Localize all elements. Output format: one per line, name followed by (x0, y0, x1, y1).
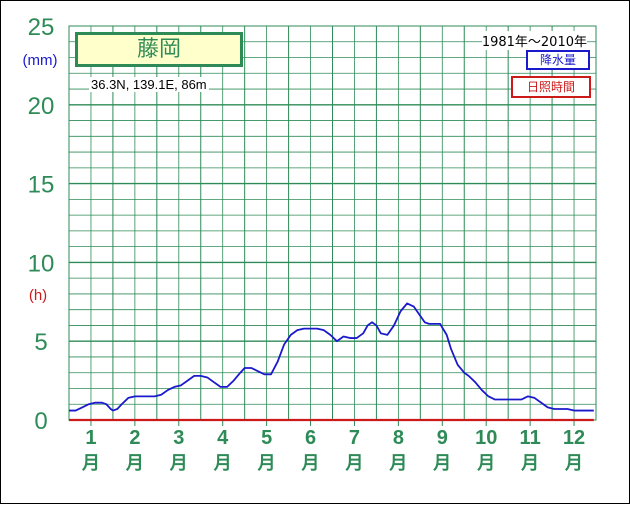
y-tick-label: 25 (28, 14, 55, 41)
x-tick-label: 12 (563, 427, 585, 449)
x-tick-label: 5 (261, 427, 272, 449)
x-tick-month: 月 (520, 453, 539, 474)
station-coordinates: 36.3N, 139.1E, 86m (89, 77, 209, 92)
x-tick-label: 3 (173, 427, 184, 449)
x-tick-label: 2 (129, 427, 140, 449)
unit-label-mm: (mm) (23, 52, 58, 69)
x-tick-month: 月 (432, 453, 451, 474)
x-tick-month: 月 (388, 453, 407, 474)
x-tick-label: 1 (85, 427, 96, 449)
x-tick-month: 月 (125, 453, 144, 474)
x-tick-label: 8 (393, 427, 404, 449)
x-tick-month: 月 (301, 453, 320, 474)
x-tick-month: 月 (344, 453, 363, 474)
y-tick-label: 5 (34, 329, 47, 356)
legend-sunshine: 日照時間 (511, 76, 591, 98)
period-label: 1981年～2010年 (481, 31, 587, 50)
unit-label-h: (h) (29, 287, 47, 304)
series-line-precipitation (69, 302, 594, 412)
legend-precipitation: 降水量 (526, 50, 590, 70)
y-tick-label: 15 (28, 172, 55, 199)
y-tick-label: 10 (28, 250, 55, 277)
x-tick-label: 4 (217, 427, 229, 449)
station-name: 藤岡 (136, 37, 181, 62)
x-tick-month: 月 (169, 453, 188, 474)
x-tick-month: 月 (81, 453, 100, 474)
x-tick-label: 9 (437, 427, 448, 449)
x-tick-month: 月 (257, 453, 276, 474)
x-tick-label: 11 (520, 427, 541, 449)
station-name-box: 藤岡 (75, 32, 243, 67)
x-tick-month: 月 (476, 453, 495, 474)
x-tick-month: 月 (213, 453, 232, 474)
y-tick-label: 0 (34, 408, 47, 435)
y-tick-label: 20 (28, 93, 55, 120)
x-tick-month: 月 (564, 453, 583, 474)
x-tick-label: 6 (305, 427, 316, 449)
x-tick-label: 7 (349, 427, 360, 449)
x-tick-label: 10 (475, 427, 497, 449)
